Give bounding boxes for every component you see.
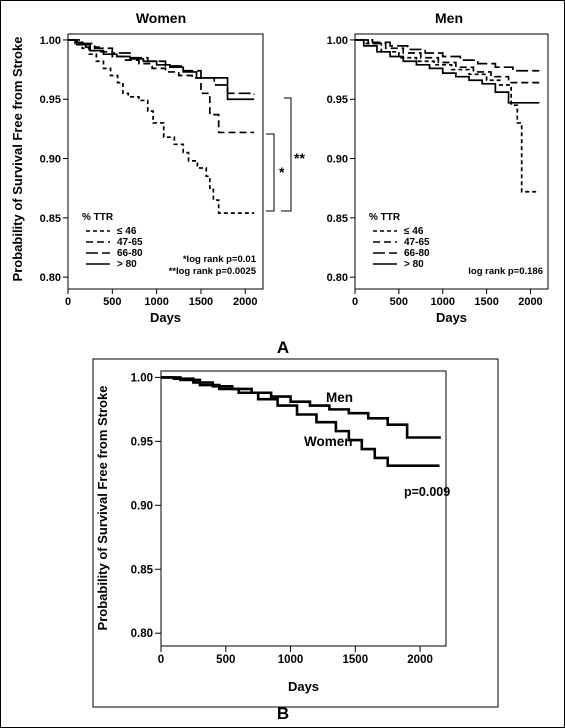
- bracket-double: [281, 97, 292, 212]
- y-axis-label: Probability of Survival Free from Stroke: [10, 37, 25, 282]
- x-axis-label: Days: [436, 310, 467, 325]
- legend-title: % TTR: [82, 212, 114, 223]
- x-tick-label: 2000: [518, 296, 542, 308]
- y-tick-label: 0.95: [327, 94, 348, 106]
- y-tick-label: 0.95: [40, 94, 61, 106]
- x-tick-label: 500: [103, 296, 121, 308]
- x-tick-label: 0: [352, 296, 358, 308]
- legend-label: ≤ 46: [117, 226, 137, 237]
- legend-label: > 80: [117, 259, 137, 270]
- series-label-women: Women: [304, 434, 353, 449]
- legend-label: 47-65: [117, 237, 143, 248]
- legend-title: % TTR: [369, 212, 401, 223]
- series-line-0: [161, 376, 441, 439]
- chart-title: Men: [435, 10, 463, 26]
- x-tick-label: 1500: [474, 296, 498, 308]
- y-tick-label: 0.80: [131, 628, 153, 640]
- y-axis-label: Probability of Survival Free from Stroke: [95, 386, 110, 631]
- series-line-0: [355, 39, 540, 193]
- y-tick-label: 0.80: [40, 272, 61, 284]
- y-tick-label: 0.90: [327, 154, 348, 166]
- x-tick-label: 1500: [343, 654, 369, 666]
- y-tick-label: 0.90: [40, 154, 61, 166]
- series-line-3: [68, 39, 255, 101]
- bracket-label: **: [294, 150, 305, 166]
- plot-frame: [160, 370, 447, 647]
- plot-frame: [67, 33, 264, 290]
- log-rank-note: **log rank p=0.0025: [169, 266, 257, 277]
- x-tick-label: 2000: [233, 296, 257, 308]
- log-rank-note: *log rank p=0.01: [183, 254, 257, 265]
- series-line-3: [355, 39, 540, 104]
- x-tick-label: 0: [158, 654, 164, 666]
- legend-label: > 80: [404, 259, 424, 270]
- legend-label: ≤ 46: [404, 226, 424, 237]
- x-tick-label: 500: [390, 296, 408, 308]
- p-value: p=0.009: [404, 485, 450, 499]
- panel-letter-b: B: [277, 704, 289, 723]
- legend-label: 66-80: [117, 248, 143, 259]
- bracket-label: *: [279, 164, 285, 180]
- y-tick-label: 0.85: [40, 213, 61, 225]
- y-tick-label: 0.95: [131, 436, 154, 448]
- y-tick-label: 0.80: [327, 272, 348, 284]
- legend-label: 66-80: [404, 248, 430, 259]
- series-line-1: [161, 376, 440, 467]
- x-tick-label: 1000: [278, 654, 304, 666]
- chart-combined: 0 500 1000 1500 2000 0.80 0.85 0.90 0.95 1.00 Days…: [95, 370, 447, 694]
- series-label-men: Men: [326, 390, 353, 405]
- plot-frame: [354, 33, 549, 290]
- y-tick-label: 1.00: [40, 35, 61, 47]
- y-tick-label: 0.90: [131, 500, 153, 512]
- legend-label: 47-65: [404, 237, 430, 248]
- y-tick-label: 0.85: [327, 213, 348, 225]
- chart-men: Men 0 500 1000 1500 2000 0.80 0.85 0.90 0.95 1.00 D…: [327, 10, 549, 325]
- x-tick-label: 1000: [430, 296, 454, 308]
- x-tick-label: 1000: [144, 296, 168, 308]
- x-tick-label: 1500: [189, 296, 213, 308]
- y-tick-label: 1.00: [327, 35, 348, 47]
- x-axis-label: Days: [150, 310, 181, 325]
- log-rank-note: log rank p=0.186: [468, 266, 543, 277]
- panel-letter-a: A: [277, 338, 289, 357]
- y-tick-label: 1.00: [131, 372, 153, 384]
- x-axis-label: Days: [288, 679, 319, 694]
- bracket-single: [266, 133, 275, 212]
- series-line-1: [355, 39, 540, 84]
- series-line-0: [68, 39, 255, 214]
- y-tick-label: 0.85: [131, 564, 154, 576]
- x-tick-label: 2000: [407, 654, 433, 666]
- x-tick-label: 0: [65, 296, 71, 308]
- chart-women: Women 0 500 1000 1500 2000 0.80 0.85 0.90 0.95 1.0…: [10, 10, 264, 325]
- x-tick-label: 500: [216, 654, 235, 666]
- series-line-2: [68, 39, 255, 95]
- women-annotations: *log rank p=0.01**log rank p=0.0025***: [169, 97, 305, 277]
- series-line-1: [68, 39, 255, 134]
- series-line-2: [355, 39, 540, 72]
- chart-title: Women: [136, 10, 186, 26]
- panel-b-box: [92, 358, 499, 708]
